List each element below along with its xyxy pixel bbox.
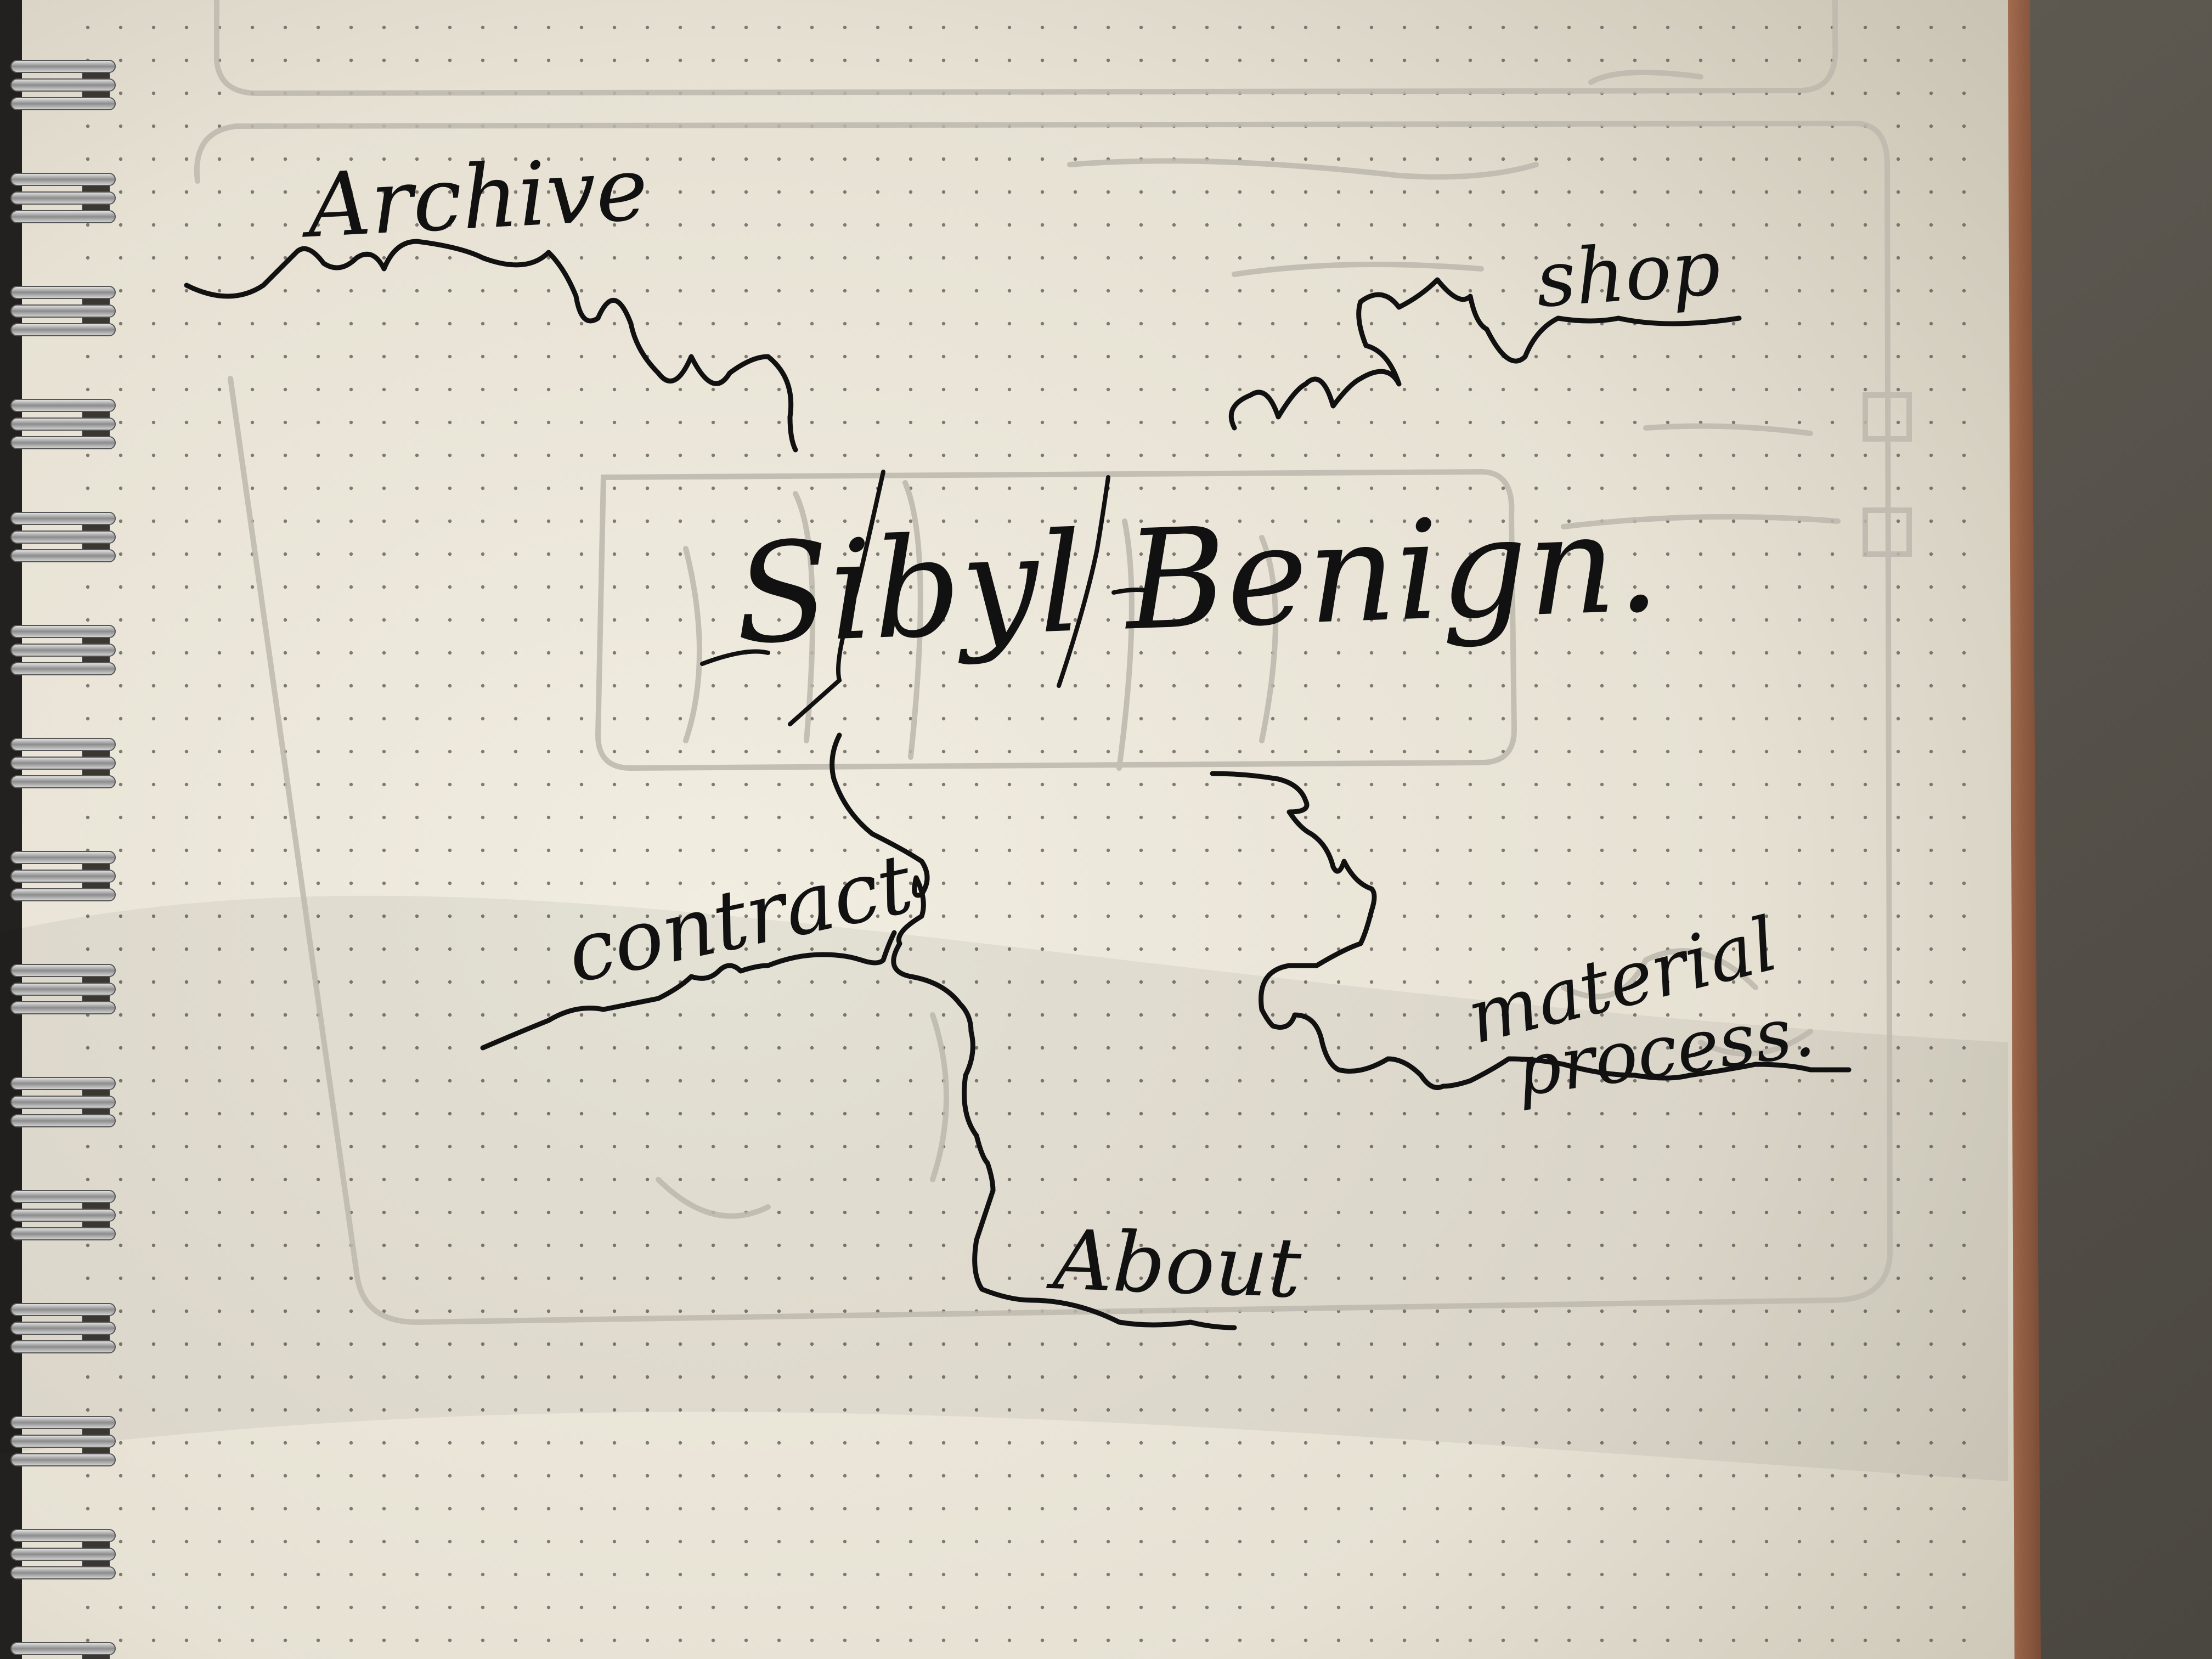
binding-ring	[10, 625, 116, 675]
spiral-binding	[10, 60, 116, 1659]
center-line	[830, 732, 996, 1193]
material-process-line	[1210, 771, 1852, 1090]
archive-line	[184, 239, 798, 453]
title-strokes	[700, 470, 1154, 726]
binding-ring	[10, 60, 116, 110]
binding-ring	[10, 1529, 116, 1579]
shop-line	[1228, 277, 1742, 431]
contract-line	[480, 930, 897, 1051]
binding-ring	[10, 399, 116, 449]
binding-ring	[10, 738, 116, 788]
binding-ring	[10, 1190, 116, 1240]
about-line	[972, 1188, 1237, 1330]
binding-ring	[10, 1416, 116, 1466]
binding-ring	[10, 1303, 116, 1353]
pencil-sketch	[194, 0, 1912, 1325]
title-text: Sibyl Benign.	[732, 482, 1662, 675]
binding-ring	[10, 1077, 116, 1127]
binding-ring	[10, 1642, 116, 1659]
dot-grid	[82, 0, 1991, 1659]
binding-ring	[10, 964, 116, 1014]
binding-ring	[10, 173, 116, 223]
about-label: About	[1052, 1212, 1303, 1317]
shop-label: shop	[1533, 223, 1724, 325]
binding-ring	[10, 512, 116, 562]
archive-label: Archive	[304, 137, 651, 258]
binding-ring	[10, 851, 116, 901]
ink-lines	[184, 239, 1852, 1330]
binding-ring	[10, 286, 116, 336]
